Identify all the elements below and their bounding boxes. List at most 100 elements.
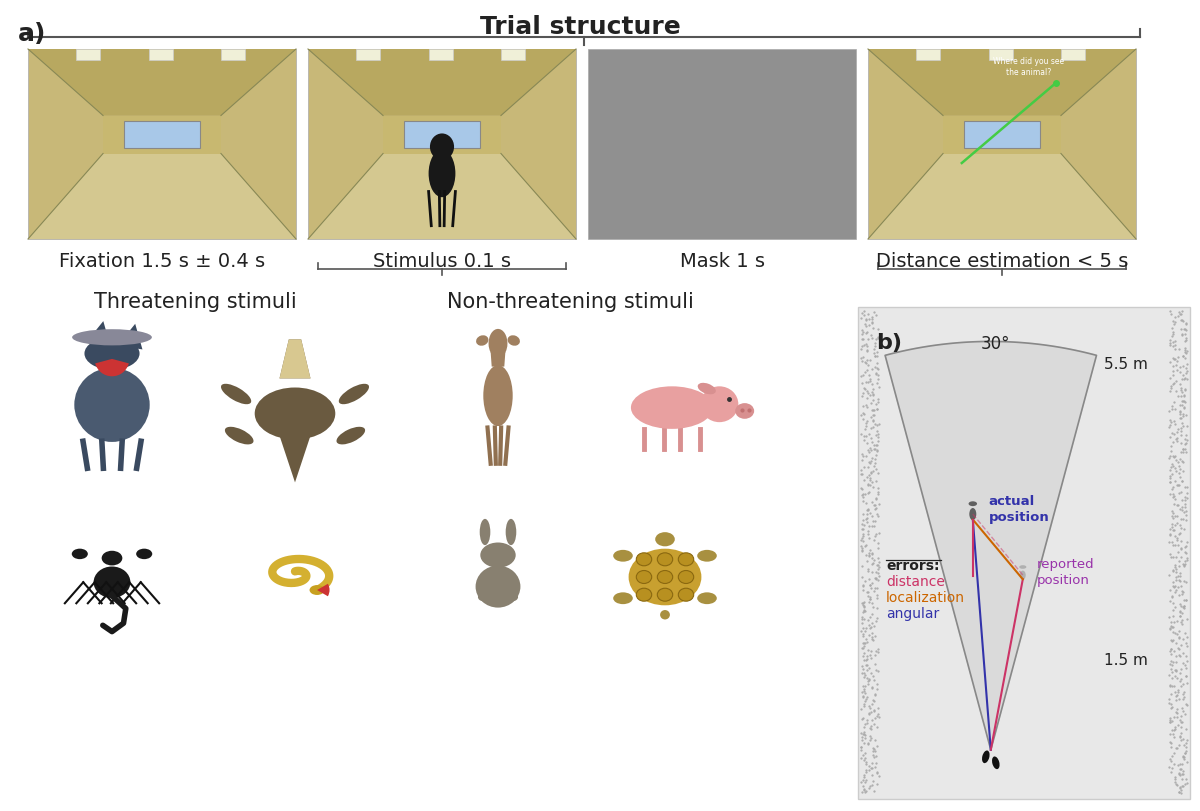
Ellipse shape	[505, 519, 516, 546]
Bar	[221, 50, 245, 62]
Bar	[868, 50, 1136, 240]
Ellipse shape	[428, 151, 456, 198]
Polygon shape	[868, 50, 1136, 116]
Text: reported
position: reported position	[1037, 557, 1094, 586]
Ellipse shape	[74, 368, 150, 442]
Wedge shape	[95, 359, 128, 377]
Ellipse shape	[102, 551, 122, 566]
Ellipse shape	[336, 427, 365, 445]
Text: 1.5 m: 1.5 m	[1104, 653, 1148, 667]
Polygon shape	[308, 50, 576, 116]
Ellipse shape	[968, 502, 977, 507]
Ellipse shape	[1019, 565, 1026, 569]
Ellipse shape	[636, 553, 652, 566]
Bar	[588, 50, 856, 240]
Ellipse shape	[636, 571, 652, 584]
Ellipse shape	[697, 593, 716, 604]
Ellipse shape	[310, 586, 324, 595]
Polygon shape	[118, 324, 143, 350]
Ellipse shape	[476, 336, 488, 346]
Ellipse shape	[480, 543, 516, 568]
Text: 30°: 30°	[982, 335, 1010, 353]
Text: Trial structure: Trial structure	[480, 15, 680, 39]
Ellipse shape	[655, 533, 674, 547]
Polygon shape	[28, 154, 296, 240]
Text: Where did you see
the animal?: Where did you see the animal?	[994, 57, 1064, 76]
Ellipse shape	[736, 404, 754, 419]
Ellipse shape	[636, 589, 652, 602]
Ellipse shape	[629, 549, 702, 606]
Ellipse shape	[970, 508, 977, 521]
Bar	[28, 50, 296, 240]
Ellipse shape	[678, 589, 694, 602]
Bar	[858, 307, 1190, 799]
Ellipse shape	[678, 571, 694, 584]
Text: actual
position: actual position	[989, 495, 1050, 523]
Ellipse shape	[992, 757, 1000, 769]
Ellipse shape	[613, 550, 632, 562]
Text: Distance estimation < 5 s: Distance estimation < 5 s	[876, 251, 1128, 271]
Ellipse shape	[508, 336, 520, 346]
Ellipse shape	[475, 566, 521, 608]
Text: distance: distance	[886, 574, 944, 588]
Text: Threatening stimuli: Threatening stimuli	[94, 292, 296, 311]
Polygon shape	[280, 340, 311, 379]
Bar	[77, 50, 101, 62]
Polygon shape	[886, 342, 1097, 750]
Text: angular: angular	[886, 606, 940, 620]
Bar	[308, 50, 576, 240]
Wedge shape	[317, 584, 330, 597]
Ellipse shape	[94, 567, 131, 599]
Ellipse shape	[658, 553, 673, 566]
Ellipse shape	[613, 593, 632, 604]
Ellipse shape	[678, 553, 694, 566]
Text: errors:: errors:	[886, 558, 940, 573]
Bar	[149, 50, 173, 62]
Ellipse shape	[484, 366, 512, 427]
Polygon shape	[308, 154, 576, 240]
Ellipse shape	[697, 384, 716, 395]
Text: Fixation 1.5 s ± 0.4 s: Fixation 1.5 s ± 0.4 s	[59, 251, 265, 271]
Polygon shape	[943, 116, 1061, 154]
Ellipse shape	[224, 427, 253, 445]
Ellipse shape	[697, 550, 716, 562]
Ellipse shape	[254, 388, 335, 440]
Ellipse shape	[660, 611, 670, 620]
Polygon shape	[383, 116, 500, 154]
Polygon shape	[491, 353, 505, 367]
Polygon shape	[868, 154, 1136, 240]
Ellipse shape	[84, 338, 139, 371]
Ellipse shape	[658, 589, 673, 602]
Text: Stimulus 0.1 s: Stimulus 0.1 s	[373, 251, 511, 271]
Polygon shape	[280, 340, 311, 379]
Polygon shape	[28, 50, 296, 116]
Ellipse shape	[72, 330, 152, 346]
Bar	[500, 50, 526, 62]
Ellipse shape	[221, 384, 251, 405]
Polygon shape	[280, 436, 311, 483]
Ellipse shape	[506, 593, 518, 602]
Text: localization: localization	[886, 590, 965, 604]
Ellipse shape	[136, 549, 152, 560]
Bar	[125, 122, 199, 148]
Bar	[989, 50, 1013, 62]
Ellipse shape	[658, 571, 673, 584]
Text: Non-threatening stimuli: Non-threatening stimuli	[446, 292, 694, 311]
Ellipse shape	[488, 329, 508, 358]
Ellipse shape	[480, 519, 491, 546]
Ellipse shape	[338, 384, 370, 405]
Polygon shape	[86, 322, 110, 347]
Polygon shape	[103, 116, 221, 154]
Text: 5.5 m: 5.5 m	[1104, 356, 1148, 371]
Text: a): a)	[18, 22, 47, 46]
Bar	[356, 50, 380, 62]
Bar	[917, 50, 941, 62]
Ellipse shape	[478, 593, 490, 602]
Ellipse shape	[701, 387, 738, 423]
Bar	[1061, 50, 1085, 62]
Bar	[404, 122, 480, 148]
Ellipse shape	[631, 387, 713, 429]
Ellipse shape	[72, 549, 88, 560]
Ellipse shape	[1020, 571, 1026, 580]
Ellipse shape	[430, 135, 454, 161]
